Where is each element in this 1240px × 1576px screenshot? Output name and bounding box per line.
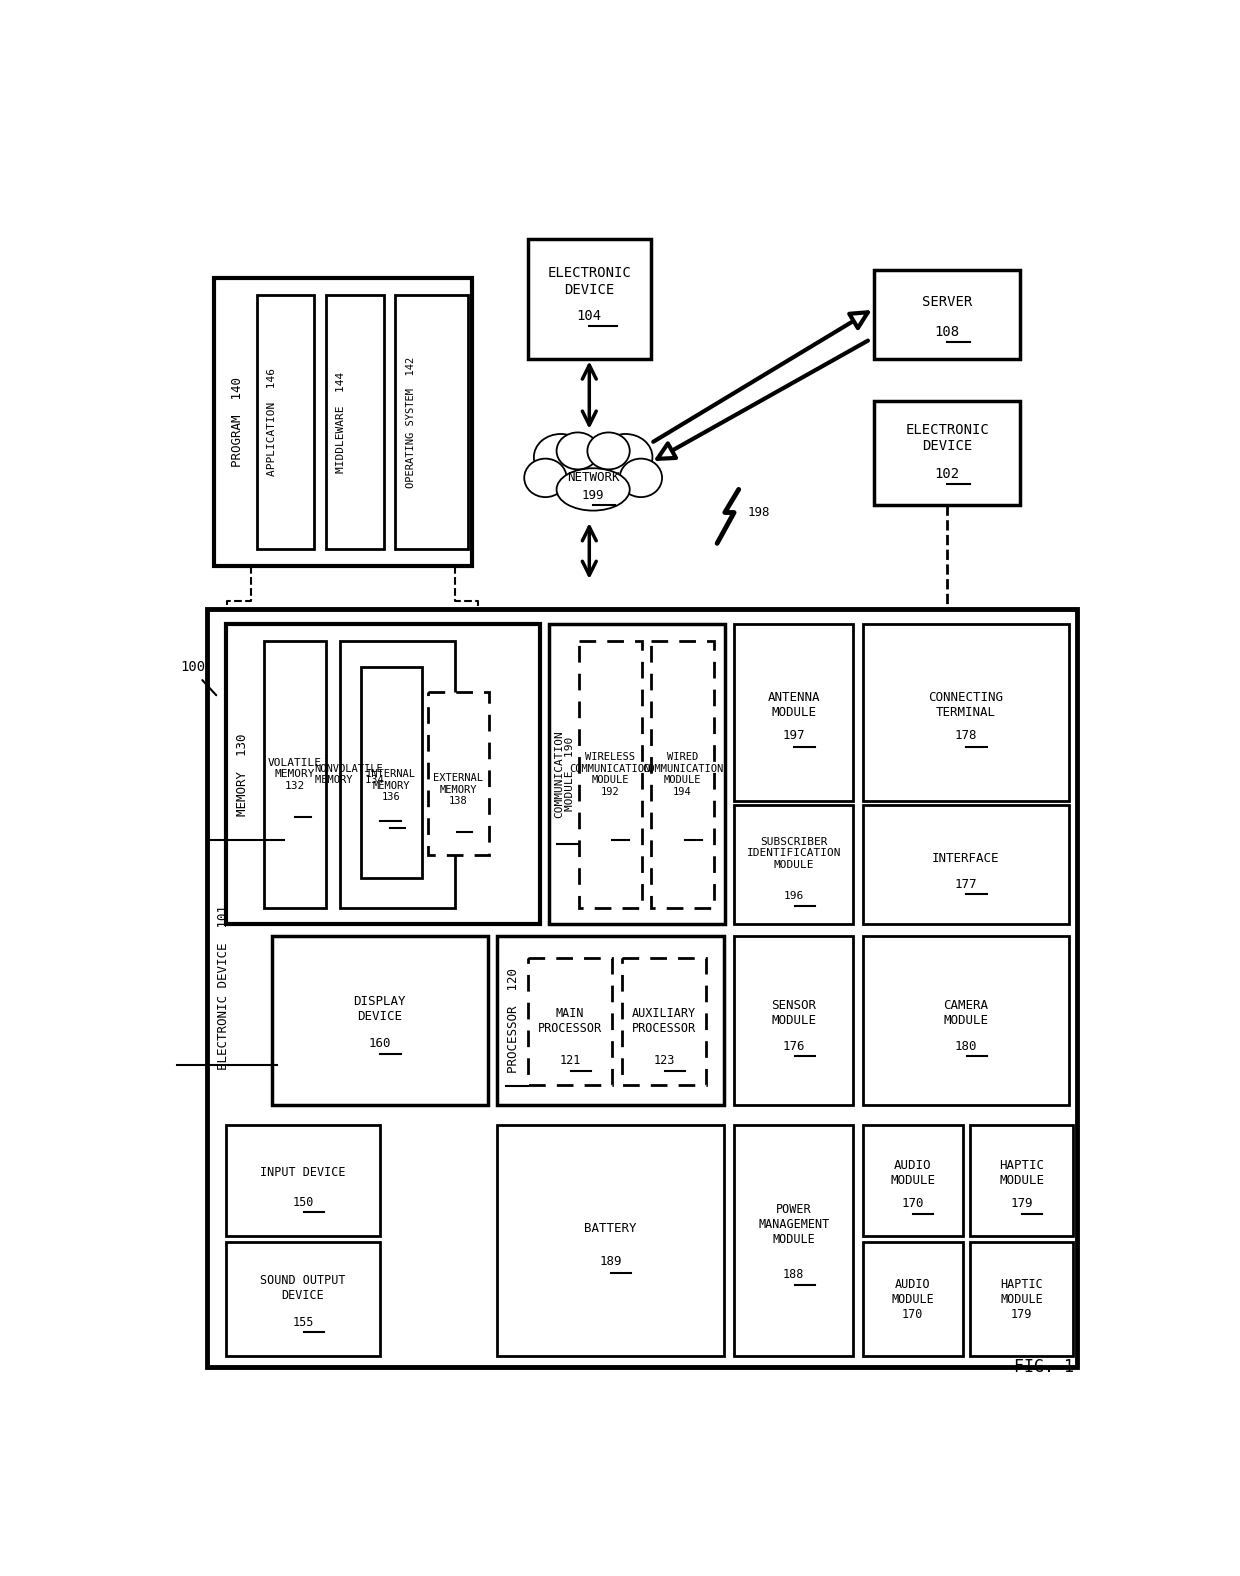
Bar — [326, 295, 383, 548]
Bar — [734, 624, 853, 801]
Ellipse shape — [543, 444, 644, 503]
Text: INTERNAL
MEMORY
136: INTERNAL MEMORY 136 — [366, 769, 417, 802]
Bar — [207, 608, 1076, 1368]
Text: MEMORY  130: MEMORY 130 — [237, 733, 249, 815]
Text: INTERFACE: INTERFACE — [932, 853, 999, 865]
Bar — [528, 240, 651, 358]
Bar — [971, 1242, 1073, 1355]
Bar — [215, 277, 472, 566]
Text: MAIN
PROCESSOR: MAIN PROCESSOR — [538, 1007, 603, 1035]
Bar — [863, 624, 1069, 801]
Ellipse shape — [599, 433, 652, 481]
Text: 108: 108 — [935, 325, 960, 339]
Text: WIRED
COMMUNICATION
MODULE
194: WIRED COMMUNICATION MODULE 194 — [642, 752, 723, 797]
Bar — [621, 958, 707, 1084]
Bar — [226, 1242, 379, 1355]
Text: 197: 197 — [782, 730, 805, 742]
Text: 177: 177 — [955, 878, 977, 890]
Text: POWER
MANAGEMENT
MODULE: POWER MANAGEMENT MODULE — [758, 1202, 830, 1247]
Bar — [971, 1125, 1073, 1236]
Bar — [734, 1125, 853, 1355]
Text: SERVER: SERVER — [923, 295, 972, 309]
Text: 121: 121 — [559, 1054, 580, 1067]
Text: COMMUNICATION
MODULE  190: COMMUNICATION MODULE 190 — [554, 730, 575, 818]
Text: 189: 189 — [599, 1254, 621, 1269]
Text: AUDIO
MODULE
170: AUDIO MODULE 170 — [892, 1278, 934, 1321]
Bar — [863, 1242, 962, 1355]
Bar — [528, 958, 613, 1084]
Text: 155: 155 — [293, 1316, 314, 1329]
Text: VOLATILE
MEMORY
132: VOLATILE MEMORY 132 — [268, 758, 322, 791]
Text: DISPLAY
DEVICE: DISPLAY DEVICE — [353, 994, 407, 1023]
Text: AUDIO
MODULE: AUDIO MODULE — [890, 1158, 935, 1187]
Ellipse shape — [557, 468, 630, 511]
Text: 170: 170 — [901, 1198, 924, 1210]
Text: ELECTRONIC
DEVICE: ELECTRONIC DEVICE — [905, 422, 990, 452]
Text: 178: 178 — [955, 730, 977, 742]
Text: 160: 160 — [368, 1037, 391, 1050]
Bar — [863, 805, 1069, 925]
Text: ANTENNA
MODULE: ANTENNA MODULE — [768, 690, 820, 719]
Bar — [874, 400, 1021, 504]
Bar — [340, 641, 455, 908]
Text: NONVOLATILE
MEMORY  134: NONVOLATILE MEMORY 134 — [315, 763, 383, 785]
Bar — [226, 1125, 379, 1236]
Text: SOUND OUTPUT
DEVICE: SOUND OUTPUT DEVICE — [260, 1273, 346, 1302]
Ellipse shape — [588, 432, 630, 470]
Bar — [863, 936, 1069, 1105]
Text: 179: 179 — [1011, 1198, 1033, 1210]
Ellipse shape — [620, 459, 662, 496]
Text: 188: 188 — [782, 1269, 805, 1281]
Text: NETWORK: NETWORK — [567, 471, 620, 484]
Text: INPUT DEVICE: INPUT DEVICE — [260, 1166, 346, 1179]
Text: 180: 180 — [955, 1040, 977, 1053]
Text: 199: 199 — [582, 489, 604, 503]
Ellipse shape — [534, 433, 588, 481]
Bar — [734, 936, 853, 1105]
Text: CONNECTING
TERMINAL: CONNECTING TERMINAL — [929, 690, 1003, 719]
Bar — [579, 641, 641, 908]
Bar — [863, 1125, 962, 1236]
Text: 176: 176 — [782, 1040, 805, 1053]
Text: 100: 100 — [180, 659, 206, 673]
Text: 102: 102 — [935, 466, 960, 481]
Text: OPERATING SYSTEM  142: OPERATING SYSTEM 142 — [405, 356, 415, 487]
Bar — [497, 936, 724, 1105]
Text: HAPTIC
MODULE
179: HAPTIC MODULE 179 — [1001, 1278, 1043, 1321]
Text: APPLICATION  146: APPLICATION 146 — [267, 369, 277, 476]
Text: PROCESSOR  120: PROCESSOR 120 — [507, 968, 521, 1073]
Bar — [734, 805, 853, 925]
Text: 196: 196 — [784, 890, 804, 900]
Text: EXTERNAL
MEMORY
138: EXTERNAL MEMORY 138 — [434, 774, 484, 807]
Text: BATTERY: BATTERY — [584, 1221, 636, 1236]
Text: SUBSCRIBER
IDENTIFICATION
MODULE: SUBSCRIBER IDENTIFICATION MODULE — [746, 837, 841, 870]
Text: PROGRAM  140: PROGRAM 140 — [231, 377, 244, 466]
Bar — [497, 1125, 724, 1355]
Text: 104: 104 — [577, 309, 601, 323]
Text: ELECTRONIC DEVICE  101: ELECTRONIC DEVICE 101 — [217, 906, 231, 1070]
Bar — [272, 936, 487, 1105]
Text: 198: 198 — [748, 506, 770, 519]
Ellipse shape — [557, 432, 599, 470]
Text: HAPTIC
MODULE: HAPTIC MODULE — [999, 1158, 1044, 1187]
Text: 150: 150 — [293, 1196, 314, 1209]
Text: 123: 123 — [653, 1054, 675, 1067]
Bar — [361, 667, 422, 878]
Bar — [257, 295, 315, 548]
Bar — [428, 692, 490, 856]
Bar — [396, 295, 469, 548]
Text: ELECTRONIC
DEVICE: ELECTRONIC DEVICE — [547, 266, 631, 296]
Bar — [226, 624, 541, 925]
Bar — [549, 624, 725, 925]
Bar — [651, 641, 714, 908]
Bar — [264, 641, 326, 908]
Text: FIG. 1: FIG. 1 — [1013, 1359, 1074, 1376]
Text: SENSOR
MODULE: SENSOR MODULE — [771, 999, 816, 1028]
Bar — [874, 269, 1021, 358]
Text: MIDDLEWARE  144: MIDDLEWARE 144 — [336, 372, 346, 473]
Text: CAMERA
MODULE: CAMERA MODULE — [944, 999, 988, 1028]
Text: AUXILIARY
PROCESSOR: AUXILIARY PROCESSOR — [632, 1007, 696, 1035]
Ellipse shape — [525, 459, 567, 496]
Text: WIRELESS
COMMUNICATION
MODULE
192: WIRELESS COMMUNICATION MODULE 192 — [569, 752, 651, 797]
